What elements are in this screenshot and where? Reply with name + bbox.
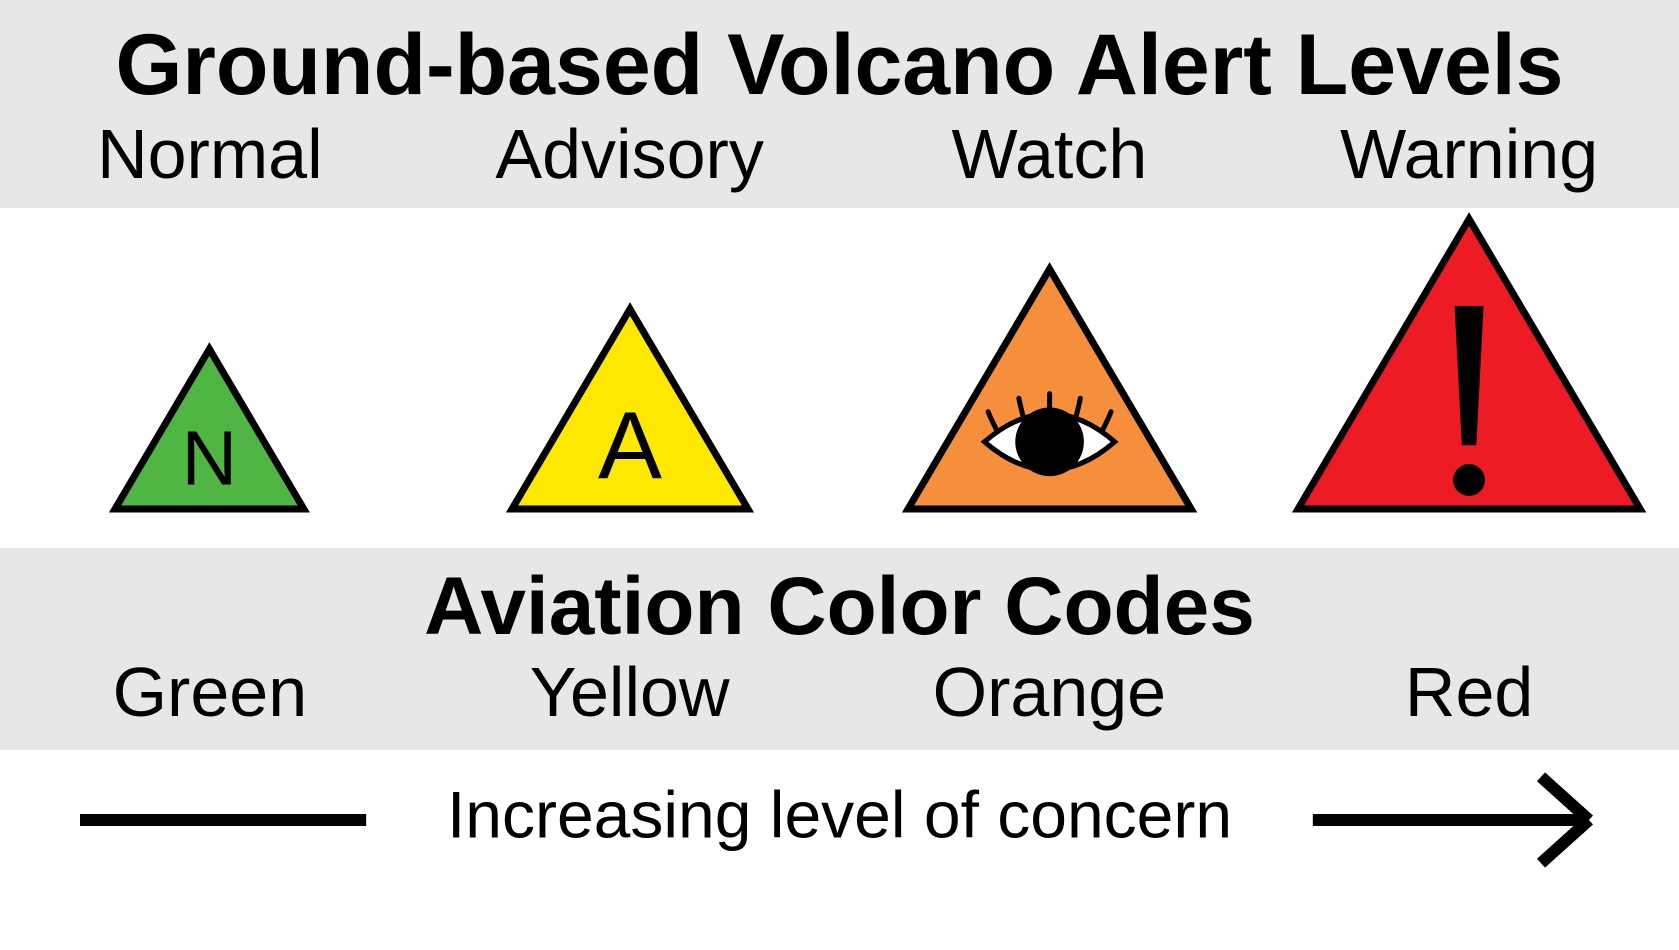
ground-header-band: Ground-based Volcano Alert Levels Normal… bbox=[0, 0, 1679, 208]
ground-label-watch: Watch bbox=[840, 114, 1260, 194]
aviation-header-band: Aviation Color Codes Green Yellow Orange… bbox=[0, 548, 1679, 750]
triangles-band: N A bbox=[0, 208, 1679, 548]
alert-triangle-icon bbox=[899, 260, 1200, 518]
arrow-label: Increasing level of concern bbox=[447, 778, 1232, 852]
arrow-band: Increasing level of concern bbox=[0, 750, 1679, 890]
alert-triangle-icon bbox=[1289, 210, 1649, 518]
aviation-codes-row: Green Yellow Orange Red bbox=[0, 652, 1679, 732]
triangle-cell-warning bbox=[1259, 210, 1679, 518]
aviation-code-green: Green bbox=[0, 652, 420, 732]
triangle-cell-watch bbox=[840, 260, 1260, 518]
alert-triangle-icon: A bbox=[503, 300, 757, 518]
aviation-code-yellow: Yellow bbox=[420, 652, 840, 732]
triangle-cell-normal: N bbox=[0, 340, 420, 518]
concern-arrow: Increasing level of concern bbox=[0, 750, 1679, 890]
aviation-code-orange: Orange bbox=[840, 652, 1260, 732]
svg-text:A: A bbox=[598, 393, 662, 500]
ground-label-warning: Warning bbox=[1259, 114, 1679, 194]
ground-label-advisory: Advisory bbox=[420, 114, 840, 194]
ground-labels-row: Normal Advisory Watch Warning bbox=[0, 114, 1679, 194]
ground-title: Ground-based Volcano Alert Levels bbox=[0, 20, 1679, 110]
aviation-title: Aviation Color Codes bbox=[0, 564, 1679, 650]
alert-triangle-icon: N bbox=[106, 340, 313, 518]
ground-label-normal: Normal bbox=[0, 114, 420, 194]
triangle-cell-advisory: A bbox=[420, 300, 840, 518]
svg-text:N: N bbox=[182, 416, 237, 502]
aviation-code-red: Red bbox=[1259, 652, 1679, 732]
